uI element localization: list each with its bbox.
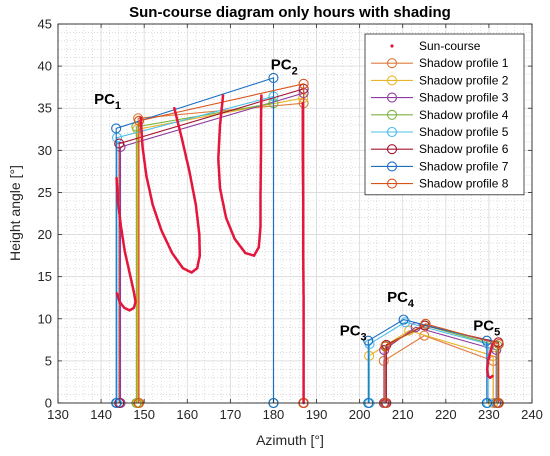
axes-box — [57, 23, 533, 404]
shadow-profile-marker — [381, 339, 392, 350]
legend-marker-symbol — [386, 75, 398, 86]
x-tick-label: 210 — [392, 407, 414, 422]
legend-entry-label: Shadow profile 4 — [419, 108, 509, 122]
y-tick-label: 10 — [38, 311, 52, 326]
y-tick-label: 35 — [38, 101, 52, 116]
legend-marker-symbol — [386, 109, 398, 120]
legend-entry-label: Shadow profile 6 — [419, 142, 509, 156]
legend-entry-label: Shadow profile 2 — [419, 73, 509, 87]
legend-marker-symbol — [386, 92, 398, 103]
shadow-profile-marker — [363, 335, 374, 346]
shadow-profile-marker — [298, 78, 309, 89]
pc-annotation: PC2 — [271, 56, 298, 77]
legend-marker-symbol — [386, 178, 398, 189]
legend-sun-course-symbol — [390, 44, 394, 48]
x-tick-label: 180 — [263, 407, 285, 422]
shadow-profile-7-line — [115, 77, 275, 403]
shadow-profile-marker — [268, 72, 279, 83]
legend-entry-label: Shadow profile 7 — [419, 159, 509, 173]
y-tick-label: 30 — [38, 143, 52, 158]
x-tick-label: 220 — [435, 407, 457, 422]
shadow-profile-marker — [419, 320, 430, 331]
y-tick-label: 45 — [38, 17, 52, 32]
shadow-profile-3-secondary-line — [383, 326, 497, 403]
x-tick-label: 130 — [47, 407, 69, 422]
shadow-profile-marker — [481, 335, 492, 346]
pc-annotation: PC4 — [387, 289, 415, 310]
x-tick-label: 150 — [133, 407, 155, 422]
shadow-profile-marker — [398, 314, 409, 325]
legend-entry-label: Shadow profile 8 — [419, 177, 509, 191]
shadow-profile-marker — [420, 318, 431, 329]
sun-course-point — [173, 106, 176, 110]
y-tick-label: 15 — [38, 269, 52, 284]
legend-marker-symbol — [386, 58, 398, 69]
y-tick-label: 25 — [38, 185, 52, 200]
shadow-profile-marker — [493, 338, 504, 350]
legend-entry-label: Sun-course — [419, 39, 481, 53]
legend: Sun-course Shadow profile 1 Shadow profile… — [364, 33, 525, 196]
chart-title: Sun-course diagram only hours with shadi… — [129, 4, 451, 21]
x-tick-label: 160 — [176, 407, 198, 422]
x-tick-label: 190 — [306, 407, 328, 422]
legend-marker-symbol — [386, 126, 398, 138]
x-axis-label: Azimuth [°] — [256, 432, 324, 448]
legend-entry-label: Shadow profile 5 — [419, 125, 509, 139]
sun-course-point — [260, 94, 263, 97]
shadow-profile-marker — [111, 123, 122, 134]
shadow-profile-marker — [400, 317, 411, 328]
y-tick-label: 40 — [38, 59, 52, 74]
shadow-profile-7-secondary-line — [367, 319, 488, 403]
y-axis-label: Height angle [°] — [7, 165, 23, 261]
pc-annotation: PC3 — [340, 323, 367, 344]
y-tick-label: 20 — [38, 227, 52, 242]
legend-marker-symbol — [386, 144, 398, 155]
x-tick-label: 240 — [521, 407, 543, 422]
sun-course-point — [491, 374, 494, 378]
x-tick-label: 170 — [220, 407, 242, 422]
shadow-profile-marker — [419, 330, 430, 341]
pc-annotation: PC5 — [473, 318, 500, 339]
axis-ticks: 130 140 150 160 170 180 190 200 210 220 230 240 0 5 10… — [38, 17, 543, 423]
shadow-profile-8-secondary-line — [384, 323, 500, 403]
shadow-profile-marker — [380, 341, 391, 352]
legend-entry-label: Shadow profile 1 — [419, 56, 509, 70]
plot-area — [57, 23, 533, 409]
annotations: PC1 PC2 PC3 PC4 PC5 — [94, 56, 500, 343]
shadow-profile-marker — [114, 138, 125, 149]
pc-annotation: PC1 — [94, 91, 121, 112]
y-tick-label: 0 — [45, 396, 52, 411]
y-tick-label: 5 — [45, 353, 52, 368]
x-tick-label: 230 — [478, 407, 500, 422]
legend-marker-symbol — [386, 161, 398, 172]
x-tick-label: 200 — [349, 407, 371, 422]
x-tick-label: 140 — [90, 407, 112, 422]
shadow-profile-marker — [133, 115, 145, 126]
legend-entry-label: Shadow profile 3 — [419, 91, 509, 105]
sun-course-point — [115, 292, 119, 295]
